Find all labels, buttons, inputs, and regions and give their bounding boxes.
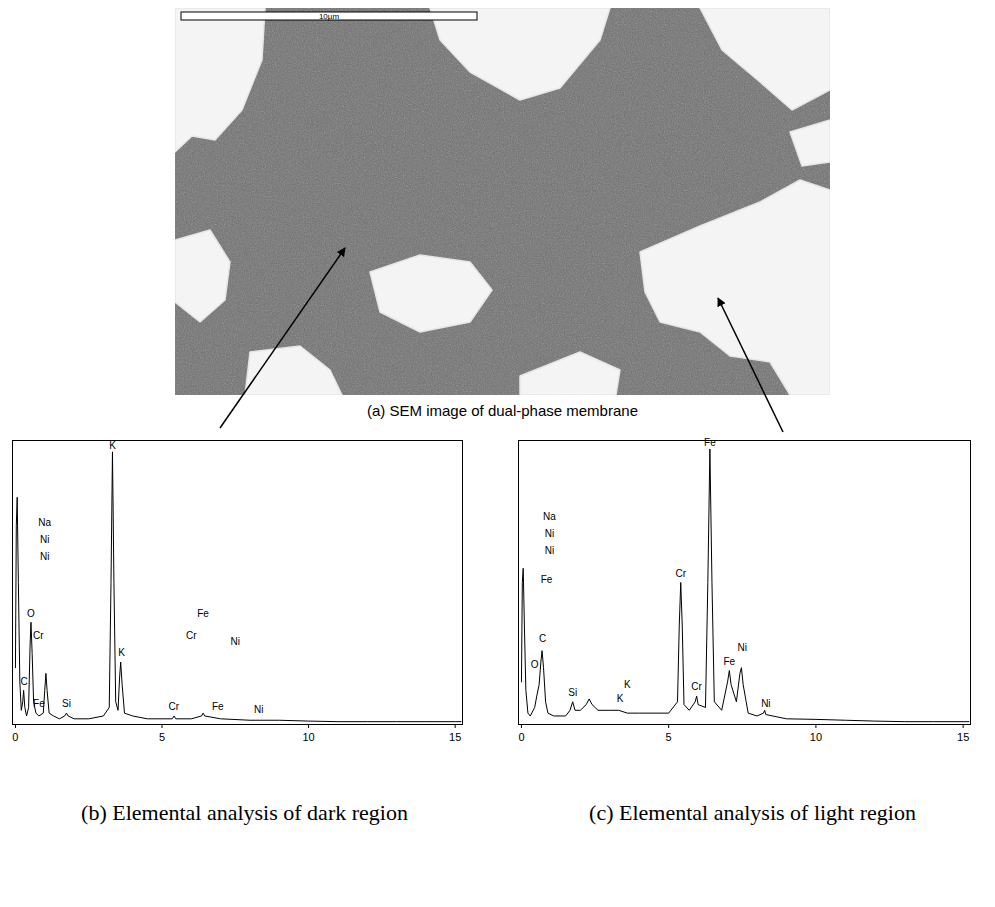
svg-text:Fe: Fe	[33, 698, 45, 709]
svg-text:Fe: Fe	[212, 701, 224, 712]
html-text:(a) SEM image of dual-phase me: (a) SEM image of dual-phase membrane	[367, 402, 638, 419]
svg-text:10: 10	[810, 731, 822, 743]
html-text:(b) Elemental analysis of dark: (b) Elemental analysis of dark region	[81, 800, 408, 825]
svg-text:0: 0	[12, 731, 18, 743]
svg-text:0: 0	[518, 731, 524, 743]
svg-text:Cr: Cr	[186, 630, 197, 641]
svg-text:K: K	[109, 440, 116, 451]
svg-text:Fe: Fe	[723, 656, 735, 667]
svg-text:Na: Na	[38, 517, 51, 528]
svg-text:Ni: Ni	[231, 636, 240, 647]
svg-text:10µm: 10µm	[319, 12, 340, 21]
svg-text:C: C	[21, 676, 28, 687]
svg-text:Fe: Fe	[197, 608, 209, 619]
svg-text:Cr: Cr	[33, 630, 44, 641]
svg-text:Ni: Ni	[40, 534, 49, 545]
svg-text:5: 5	[666, 731, 672, 743]
svg-text:Ni: Ni	[40, 551, 49, 562]
html-text:(c) Elemental analysis of ligh: (c) Elemental analysis of light region	[589, 800, 916, 825]
svg-text:O: O	[27, 608, 35, 619]
svg-text:Na: Na	[543, 511, 556, 522]
svg-text:K: K	[617, 693, 624, 704]
svg-text:Ni: Ni	[738, 642, 747, 653]
svg-text:10: 10	[302, 731, 314, 743]
svg-text:Ni: Ni	[254, 704, 263, 715]
svg-text:O: O	[531, 659, 539, 670]
svg-text:Ni: Ni	[545, 545, 554, 556]
svg-text:Fe: Fe	[704, 437, 716, 448]
svg-text:K: K	[118, 647, 125, 658]
svg-text:Fe: Fe	[541, 574, 553, 585]
svg-text:Cr: Cr	[691, 681, 702, 692]
svg-text:Si: Si	[62, 698, 71, 709]
svg-text:15: 15	[449, 731, 461, 743]
svg-text:5: 5	[159, 731, 165, 743]
svg-text:C: C	[539, 633, 546, 644]
svg-text:Ni: Ni	[761, 698, 770, 709]
svg-text:K: K	[624, 679, 631, 690]
svg-text:Ni: Ni	[545, 528, 554, 539]
svg-text:Cr: Cr	[168, 701, 179, 712]
svg-text:Cr: Cr	[675, 568, 686, 579]
svg-text:15: 15	[957, 731, 969, 743]
svg-text:Si: Si	[568, 687, 577, 698]
